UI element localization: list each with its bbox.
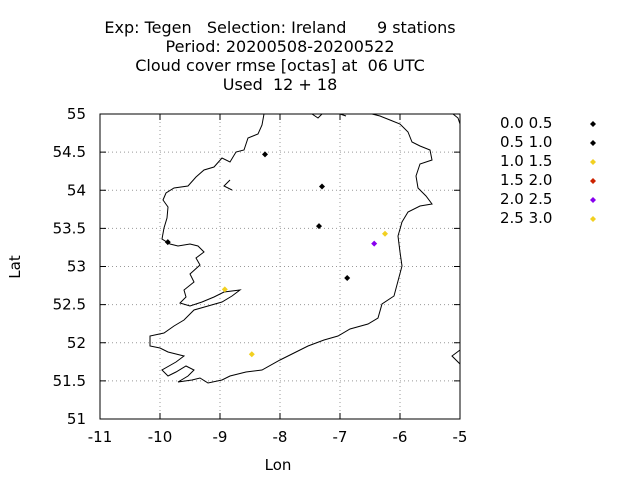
ireland-coastline: [149, 113, 433, 384]
legend-marker: [590, 178, 596, 184]
legend-label: 2.0 2.5: [500, 190, 553, 208]
legend-marker-icon: [590, 121, 596, 127]
legend-marker: [590, 121, 596, 127]
y-tick-label: 53.5: [53, 219, 86, 237]
legend-entry: 0.5 1.0: [500, 133, 610, 152]
x-tick-label: -9: [213, 428, 228, 446]
legend-label: 2.5 3.0: [500, 209, 553, 227]
legend-label: 1.0 1.5: [500, 152, 553, 170]
y-tick-label: 54: [67, 181, 86, 199]
grid-lines: [100, 114, 460, 419]
station-point: [248, 351, 255, 358]
legend-label: 0.0 0.5: [500, 114, 553, 132]
axis-ticks: [99, 113, 461, 420]
legend-marker-icon: [590, 178, 596, 184]
title-line-2: Period: 20200508-20200522: [165, 37, 395, 56]
station-point: [221, 286, 228, 293]
legend-marker: [590, 197, 596, 203]
station-point: [319, 183, 325, 190]
legend-marker-icon: [590, 197, 596, 203]
station-point: [262, 151, 268, 158]
legend-marker: [590, 140, 596, 146]
y-tick-label: 55: [67, 105, 86, 123]
y-tick-label: 54.5: [53, 143, 86, 161]
x-tick-label: -7: [333, 428, 348, 446]
x-tick-label: -11: [88, 428, 113, 446]
title-line-1: Exp: Tegen Selection: Ireland 9 stations: [104, 18, 456, 37]
title-line-4: Used 12 + 18: [222, 75, 338, 94]
legend-marker-icon: [590, 140, 596, 146]
legend: 0.0 0.5 0.5 1.0 1.0 1.5 1.5 2.0 2.0 2.5 2.5 3…: [500, 114, 610, 228]
x-tick-label: -10: [148, 428, 173, 446]
legend-entry: 1.5 2.0: [500, 171, 610, 190]
station-point: [371, 240, 378, 247]
x-tick-labels: -11 -10 -9 -8 -7 -6 -5: [88, 428, 468, 446]
legend-entry: 0.0 0.5: [500, 114, 610, 133]
legend-entry: 2.5 3.0: [500, 209, 610, 228]
station-point: [316, 223, 322, 230]
x-axis-label: Lon: [265, 456, 292, 474]
legend-marker: [590, 216, 596, 222]
y-tick-label: 52.5: [53, 296, 86, 314]
y-tick-label: 51.5: [53, 372, 86, 390]
legend-entry: 2.0 2.5: [500, 190, 610, 209]
y-tick-labels: 51 51.5 52 52.5 53 53.5 54 54.5 55: [53, 105, 86, 428]
y-axis-label: Lat: [6, 255, 24, 279]
x-tick-label: -6: [393, 428, 408, 446]
coastline-east-edge: [451, 113, 461, 365]
y-tick-label: 51: [67, 410, 86, 428]
station-point: [164, 239, 171, 246]
legend-marker-icon: [590, 159, 596, 165]
legend-label: 1.5 2.0: [500, 171, 553, 189]
x-tick-label: -5: [453, 428, 468, 446]
legend-entry: 1.0 1.5: [500, 152, 610, 171]
y-tick-label: 52: [67, 334, 86, 352]
station-markers: [164, 151, 388, 358]
station-point: [382, 230, 388, 237]
x-tick-label: -8: [273, 428, 288, 446]
title-line-3: Cloud cover rmse [octas] at 06 UTC: [135, 56, 425, 75]
legend-marker-icon: [590, 216, 596, 222]
legend-label: 0.5 1.0: [500, 133, 553, 151]
station-point: [344, 274, 351, 281]
y-tick-label: 53: [67, 258, 86, 276]
legend-marker: [590, 159, 596, 165]
